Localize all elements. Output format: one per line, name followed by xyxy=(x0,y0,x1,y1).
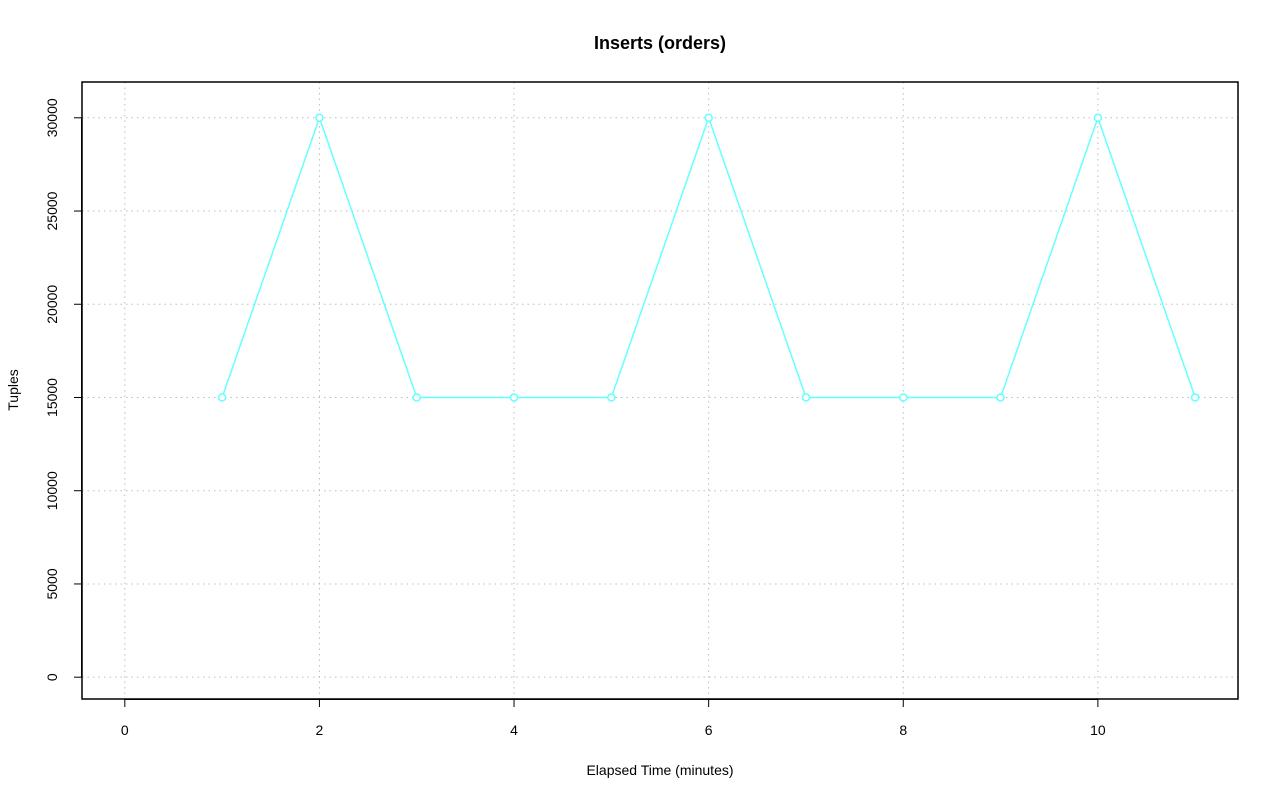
data-point xyxy=(607,393,616,402)
y-tick-label: 10000 xyxy=(44,471,60,510)
series-group xyxy=(217,113,1200,402)
x-tick-label: 2 xyxy=(316,722,324,738)
x-tick-label: 4 xyxy=(510,722,518,738)
data-point xyxy=(899,393,908,402)
x-tick-label: 0 xyxy=(121,722,129,738)
x-tick-label: 6 xyxy=(705,722,713,738)
y-tick-label: 15000 xyxy=(44,378,60,417)
data-point xyxy=(704,113,713,123)
y-axis: 0 5000 10000 15000 20000 25000 30000 xyxy=(44,98,82,681)
x-tick-label: 10 xyxy=(1090,722,1106,738)
grid-lines xyxy=(82,82,1238,699)
y-tick-label: 20000 xyxy=(44,285,60,324)
data-point xyxy=(412,393,421,402)
data-point xyxy=(996,393,1005,402)
data-point xyxy=(801,393,811,402)
data-point xyxy=(509,393,519,402)
data-point xyxy=(217,393,227,402)
x-axis: 0 2 4 6 8 10 xyxy=(121,699,1106,738)
chart-title: Inserts (orders) xyxy=(594,33,726,53)
x-axis-label: Elapsed Time (minutes) xyxy=(586,762,733,778)
y-tick-label: 30000 xyxy=(44,98,60,137)
plot-frame xyxy=(81,81,1239,700)
data-point xyxy=(315,113,324,123)
y-axis-label: Tuples xyxy=(5,369,21,411)
y-tick-label: 0 xyxy=(44,673,60,681)
x-tick-label: 8 xyxy=(899,722,907,738)
y-tick-label: 5000 xyxy=(44,568,60,599)
data-point xyxy=(1093,113,1103,123)
y-tick-label: 25000 xyxy=(44,191,60,230)
data-point xyxy=(1190,393,1200,402)
